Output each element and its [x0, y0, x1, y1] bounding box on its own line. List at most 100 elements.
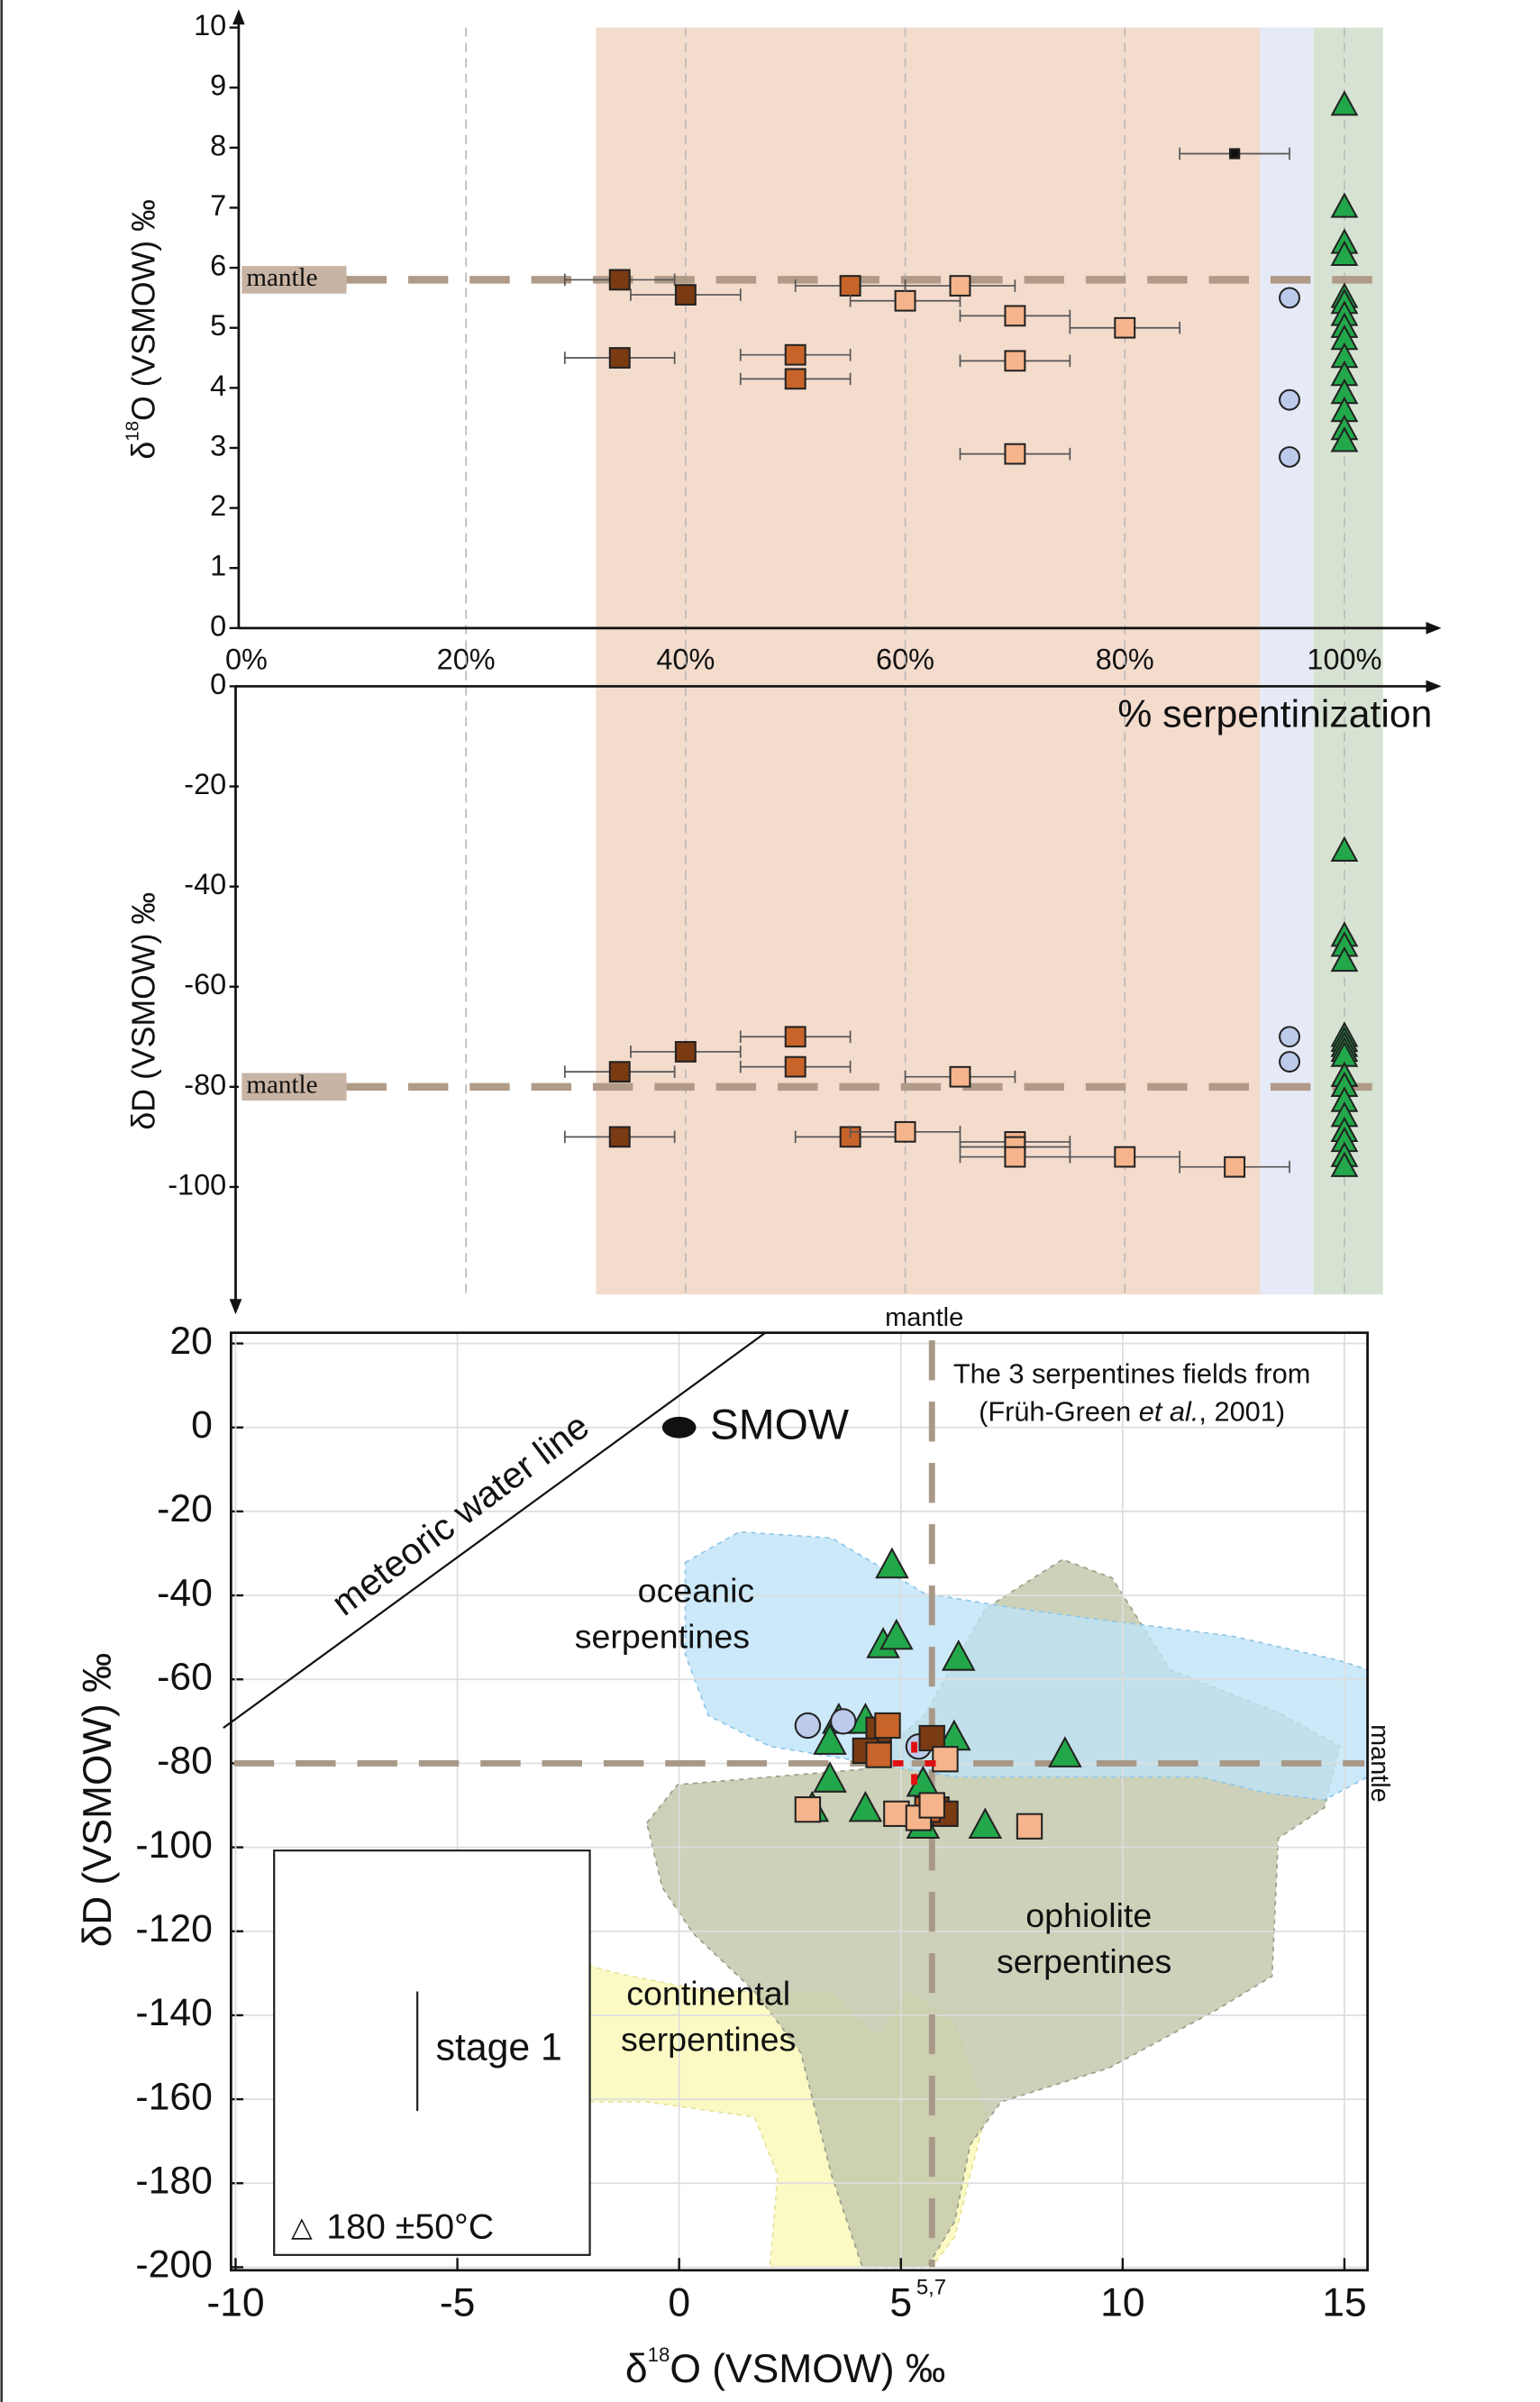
y-axis-label: δD (VSMOW) ‰ [76, 1653, 120, 1947]
square-point [784, 1055, 806, 1078]
cross-arm [925, 1760, 936, 1767]
x-tick-label: 5 [889, 2281, 912, 2325]
square-point [1114, 316, 1136, 339]
field-label: oceanic [638, 1572, 755, 1610]
axis-arrow [1426, 622, 1442, 635]
square-point [784, 368, 806, 390]
x-tick-label: 15 [1322, 2281, 1366, 2325]
mantle-label-box [241, 1073, 347, 1101]
mantle-label: mantle [885, 1303, 963, 1332]
smow-label: SMOW [710, 1401, 849, 1448]
y-tick-label: 2 [210, 489, 226, 522]
y-tick-label: -200 [135, 2243, 212, 2287]
mantle-label: mantle [1365, 1724, 1394, 1803]
y-tick-label: -100 [168, 1169, 226, 1201]
square-point [784, 1026, 806, 1048]
triangle-point [941, 1639, 976, 1671]
legend-group-label: stage 1 [436, 2025, 562, 2069]
square-point [949, 275, 971, 297]
y-tick-label: 20 [169, 1320, 213, 1363]
y-tick-label: -160 [135, 2075, 212, 2118]
cross-arm [911, 1774, 917, 1786]
y-tick-label: 3 [210, 430, 226, 462]
legend-box [273, 1849, 591, 2256]
y-tick-label: 6 [210, 250, 226, 282]
triangle-point [813, 1723, 847, 1755]
circle-point [1279, 446, 1300, 468]
square-point [1004, 443, 1026, 465]
y-axis-label: δD (VSMOW) ‰ [126, 892, 162, 1130]
band-stage2 [1259, 27, 1314, 1295]
y-tick-label: 9 [210, 69, 226, 102]
square-point [1004, 305, 1026, 327]
y-tick-label: 8 [210, 129, 226, 161]
square-point [674, 284, 697, 306]
x-label-part: δ [625, 2347, 648, 2391]
circle-point [1279, 287, 1300, 309]
temperature-label: 180 ±50°C [326, 2207, 494, 2246]
x-axis-label: δ18O (VSMOW) ‰ [625, 2343, 945, 2391]
y-label-part: δ [76, 1925, 120, 1948]
square-point [883, 1800, 910, 1827]
y-tick-label: -80 [157, 1740, 213, 1783]
x-axis-label: % serpentinization [1117, 693, 1432, 736]
triangle-point [875, 1547, 909, 1579]
square-point [1004, 350, 1026, 372]
y-label-part: δ [126, 1112, 162, 1130]
y-tick-label: -20 [157, 1487, 213, 1530]
y-tick-label: -40 [184, 868, 226, 900]
square-point [949, 1065, 971, 1088]
axis-arrow [229, 1299, 242, 1315]
y-label-part: δ [126, 442, 162, 460]
y-tick-label: 1 [210, 550, 226, 582]
square-point [894, 1120, 916, 1143]
cross-point [892, 1741, 936, 1786]
field-label: serpentines [621, 2021, 796, 2059]
triangle-point [1330, 1151, 1359, 1177]
fields [415, 1530, 1369, 2269]
mantle-label: mantle [246, 263, 317, 292]
y-tick-label: 0 [210, 668, 226, 700]
x-tick-label: 0% [225, 644, 268, 676]
y-tick-label: -20 [184, 768, 226, 800]
axis-arrow [1426, 680, 1442, 693]
x-tick-label: -10 [206, 2281, 264, 2325]
square-point [794, 1796, 822, 1823]
y-tick-label: -60 [157, 1656, 213, 1699]
x-tick-label: -5 [440, 2281, 475, 2325]
square-point [932, 1746, 959, 1773]
mantle-label: mantle [246, 1071, 317, 1100]
y-tick-label: 4 [210, 370, 226, 402]
x-tick-label: 0 [668, 2281, 690, 2325]
square-point [608, 1126, 631, 1148]
source-part: et al. [1139, 1397, 1199, 1428]
square-point [1004, 1146, 1026, 1168]
y-label-part: D (VSMOW) ‰ [126, 892, 162, 1112]
y-tick-label: -140 [135, 1991, 212, 2034]
field-label: serpentines [997, 1942, 1171, 1980]
x-label-part: O (VSMOW) ‰ [670, 2347, 945, 2391]
triangle-point [1330, 945, 1359, 973]
square-point [918, 1792, 945, 1819]
x-tick-label: 10 [1100, 2281, 1144, 2325]
y-tick-label: -80 [184, 1068, 226, 1101]
point [1228, 148, 1241, 160]
source-part: (Früh-Green [979, 1397, 1139, 1428]
mantle-label-box [241, 266, 347, 294]
source-part: , 2001) [1198, 1397, 1285, 1428]
circle-point [794, 1712, 822, 1740]
triangle-point [1330, 240, 1359, 266]
triangle-point [879, 1618, 914, 1650]
triangle-point [813, 1761, 847, 1793]
field-label: serpentines [575, 1618, 750, 1656]
square-point [1224, 1155, 1246, 1178]
field-label: ophiolite [1025, 1896, 1152, 1934]
triangle-point [1330, 90, 1359, 116]
triangle-point [1048, 1736, 1082, 1767]
triangle-point [1330, 836, 1359, 862]
axis-arrow [232, 9, 245, 25]
y-tick-label: 7 [210, 189, 226, 222]
circle-point [1279, 1026, 1300, 1048]
square-point [1016, 1813, 1043, 1840]
